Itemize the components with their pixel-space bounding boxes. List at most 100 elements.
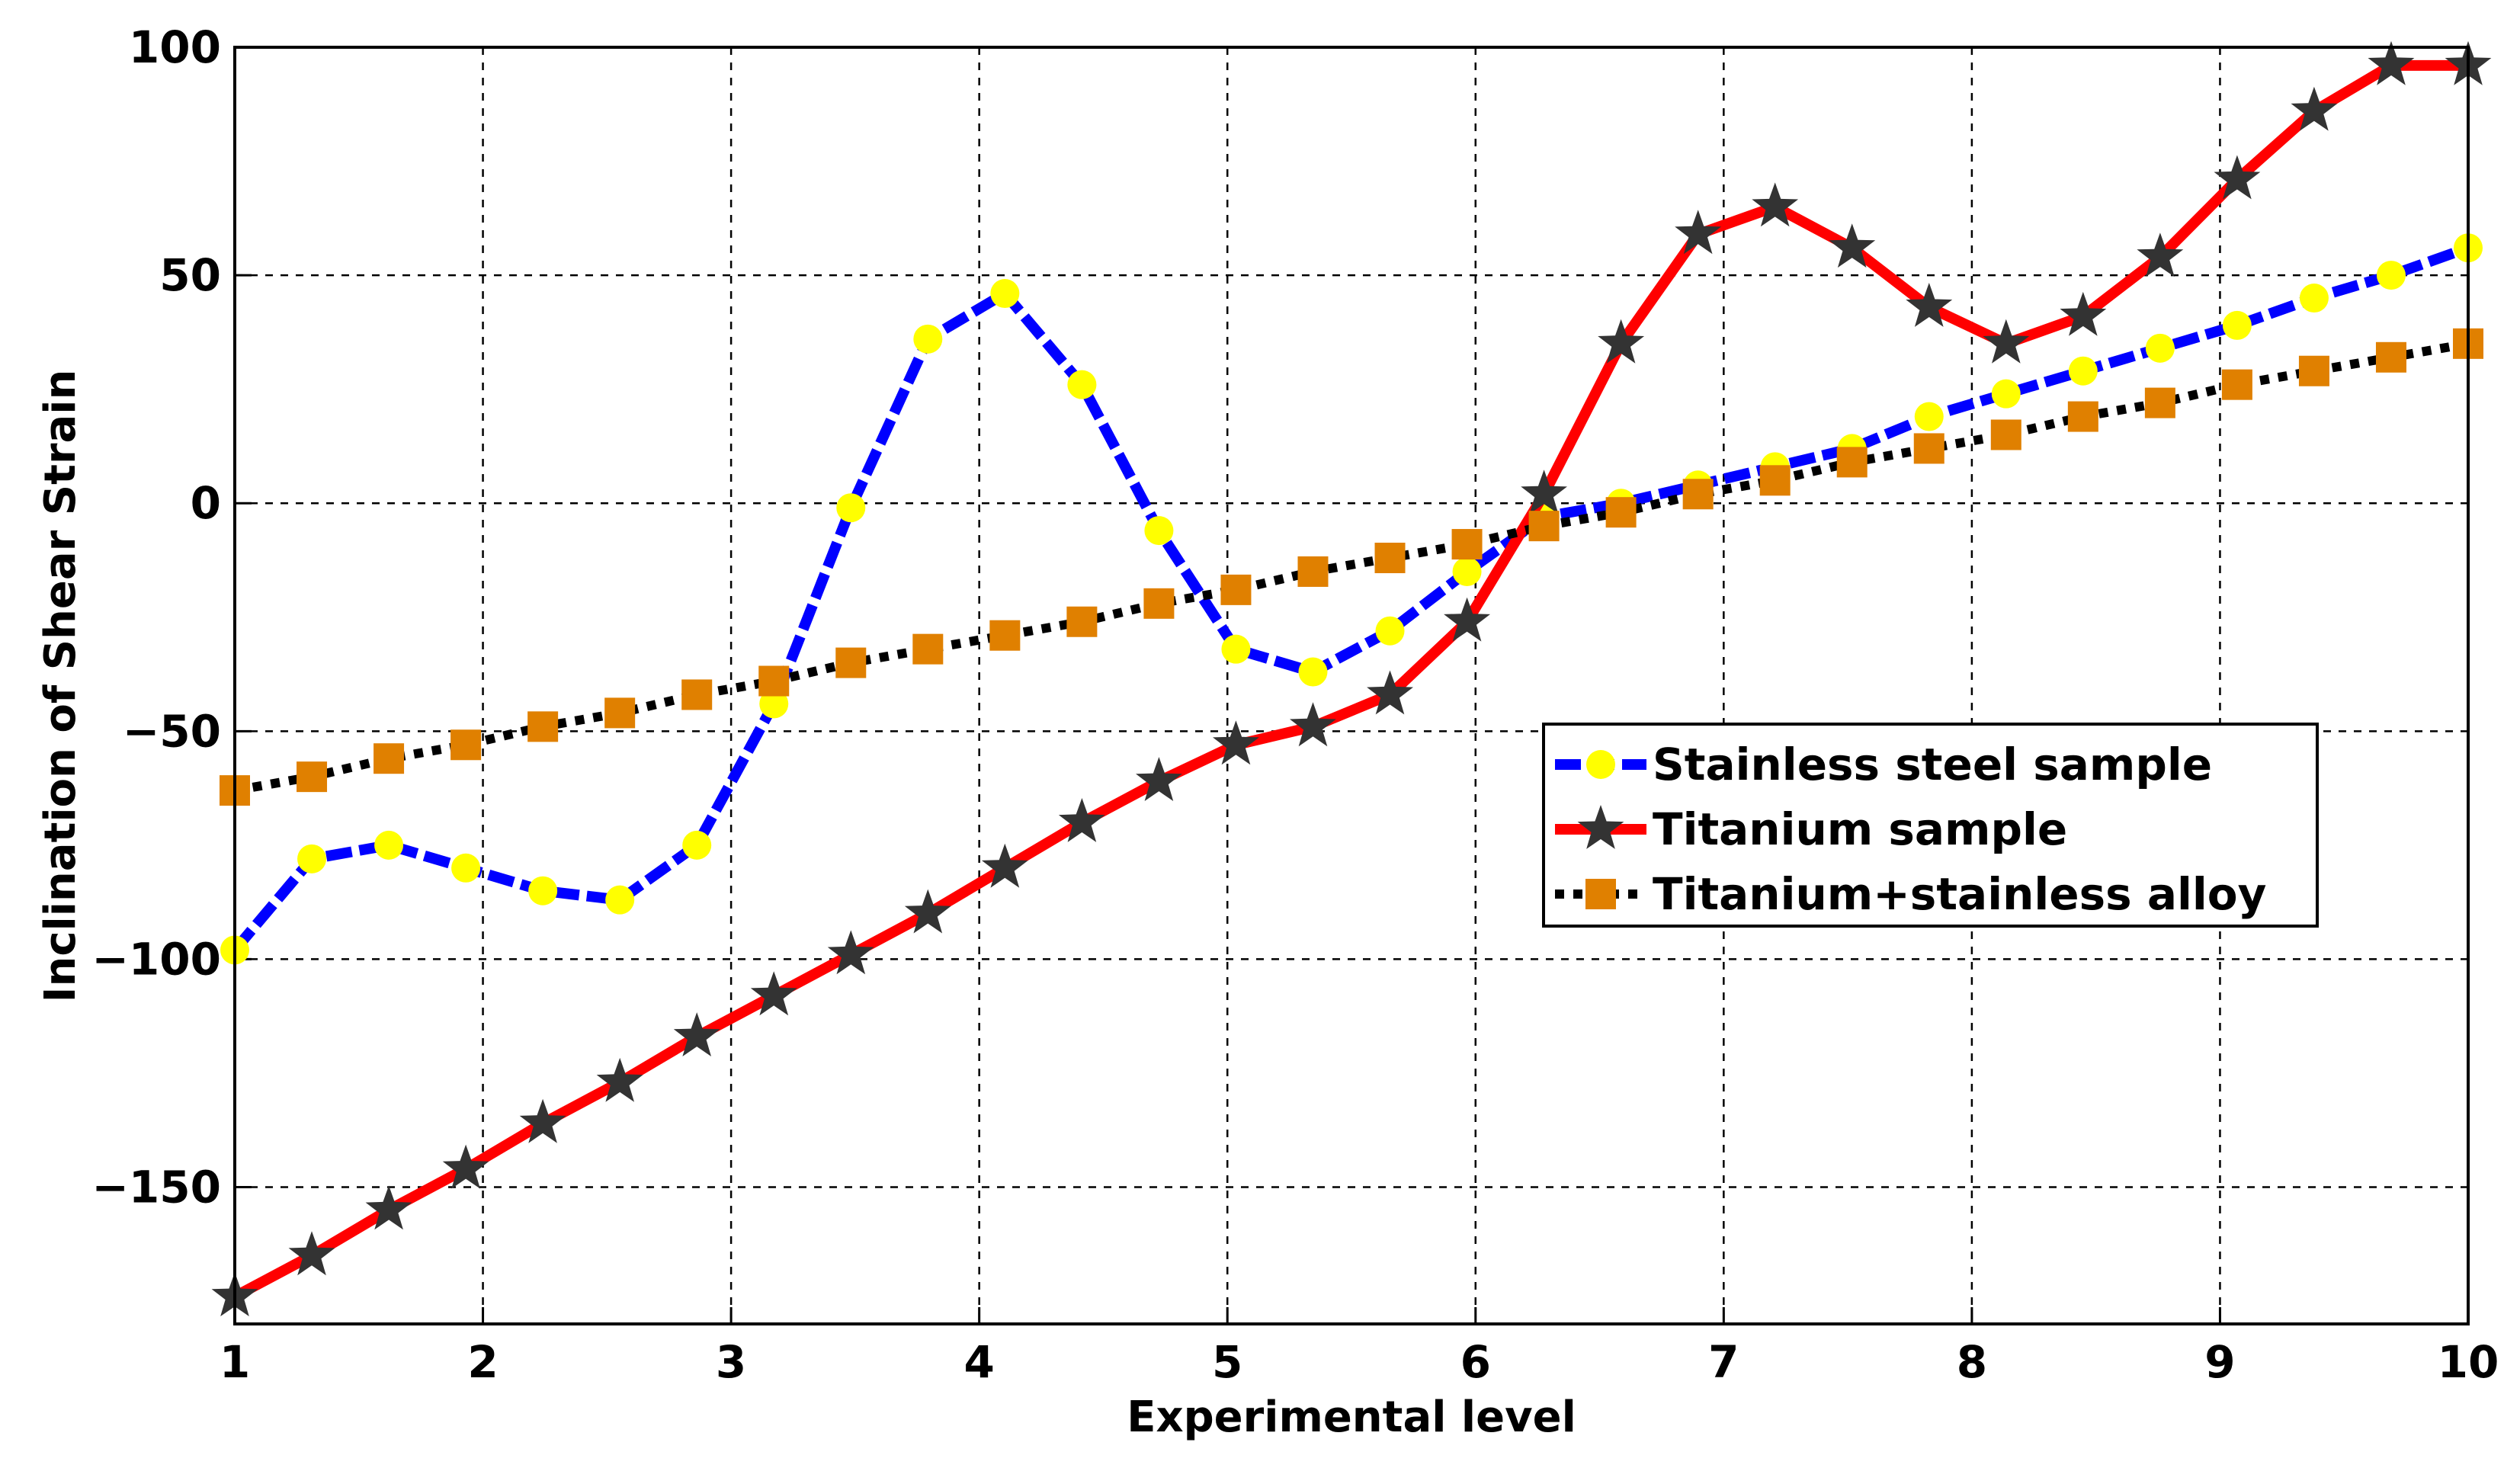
- data-point-titanium: [2291, 86, 2338, 131]
- data-point-stainless-steel: [1298, 657, 1328, 687]
- data-point-titanium: [1752, 182, 1799, 227]
- data-point-titanium-stainless-alloy: [2298, 355, 2329, 386]
- series-titanium-stainless-alloy: [220, 328, 2483, 806]
- x-tick-label: 2: [467, 1336, 498, 1388]
- data-point-stainless-steel: [2145, 333, 2175, 363]
- data-point-stainless-steel: [682, 830, 712, 860]
- data-point-titanium-stainless-alloy: [1759, 465, 1791, 496]
- x-axis-ticks: 1 2 3 4 5 6 7 8 9 10: [220, 1307, 2499, 1388]
- x-tick-label: 6: [1460, 1336, 1491, 1388]
- data-point-stainless-steel: [374, 830, 404, 860]
- data-point-titanium: [1136, 757, 1182, 801]
- data-point-titanium: [2137, 232, 2184, 277]
- data-point-titanium-stainless-alloy: [1605, 497, 1637, 528]
- data-point-stainless-steel: [1991, 379, 2021, 409]
- data-point-titanium-stainless-alloy: [2144, 387, 2175, 418]
- x-tick-label: 1: [220, 1336, 250, 1388]
- y-tick-label: 0: [191, 477, 221, 529]
- y-tick-label: −100: [91, 933, 221, 985]
- data-point-titanium: [2060, 291, 2107, 336]
- data-point-stainless-steel: [759, 689, 789, 719]
- data-point-titanium: [1367, 670, 1413, 715]
- y-tick-label: −150: [91, 1162, 221, 1213]
- data-point-titanium: [365, 1185, 412, 1230]
- data-point-stainless-steel: [297, 844, 327, 873]
- series-line-titanium-stainless-alloy: [233, 338, 2470, 796]
- legend-entries: Stainless steel sample Titanium sample Tit…: [1555, 739, 2266, 920]
- series-line-titanium: [232, 59, 2468, 1302]
- data-point-titanium-stainless-alloy: [450, 729, 482, 761]
- data-point-titanium-stainless-alloy: [2067, 401, 2098, 432]
- y-tick-label: −50: [123, 705, 221, 757]
- data-point-titanium: [750, 971, 797, 1016]
- legend-entry-stainless-steel: Stainless steel sample: [1555, 739, 2212, 790]
- data-point-stainless-steel: [913, 324, 943, 354]
- data-point-stainless-steel: [2376, 261, 2406, 290]
- data-point-titanium-stainless-alloy: [989, 620, 1021, 651]
- y-axis-ticks: −150 −100 −50 0 50 100: [91, 21, 252, 1213]
- data-point-titanium: [1444, 597, 1490, 642]
- plot-frame: [233, 46, 2470, 1325]
- x-tick-label: 7: [1708, 1336, 1739, 1388]
- legend-entry-titanium: Titanium sample: [1555, 803, 2067, 855]
- data-point-titanium-stainless-alloy: [681, 679, 713, 710]
- legend-swatch-marker: [1586, 750, 1615, 779]
- plot-area: [233, 46, 2470, 1325]
- data-point-titanium-stainless-alloy: [758, 665, 790, 697]
- data-point-titanium-stainless-alloy: [2375, 341, 2406, 373]
- data-point-titanium: [827, 930, 874, 975]
- legend-entry-titanium-stainless-alloy: Titanium+stainless alloy: [1555, 868, 2266, 920]
- x-axis-label: Experimental level: [1127, 1393, 1576, 1442]
- data-point-stainless-steel: [1452, 556, 1482, 586]
- x-tick-label: 3: [716, 1336, 746, 1388]
- data-point-titanium: [1829, 223, 1876, 268]
- data-point-titanium-stainless-alloy: [1297, 556, 1329, 587]
- x-tick-label: 5: [1212, 1336, 1242, 1388]
- data-point-titanium-stainless-alloy: [1990, 419, 2021, 450]
- legend-box: [1542, 723, 2319, 928]
- legend-swatch-marker: [1577, 805, 1624, 849]
- y-tick-label: 100: [129, 21, 221, 73]
- data-point-titanium-stainless-alloy: [2221, 369, 2252, 400]
- data-point-stainless-steel: [528, 876, 558, 905]
- data-point-stainless-steel: [990, 279, 1020, 309]
- legend-swatch-marker: [1585, 879, 1616, 909]
- data-point-titanium: [1675, 210, 1722, 255]
- data-point-titanium-stainless-alloy: [1374, 543, 1406, 573]
- data-point-stainless-steel: [836, 493, 866, 523]
- data-point-titanium: [1906, 283, 1953, 327]
- data-point-stainless-steel: [2068, 356, 2098, 386]
- x-tick-label: 10: [2438, 1336, 2499, 1388]
- data-point-stainless-steel: [2299, 284, 2329, 313]
- legend-label: Titanium sample: [1653, 803, 2067, 855]
- legend: Stainless steel sample Titanium sample Tit…: [1542, 723, 2319, 928]
- data-point-stainless-steel: [1375, 616, 1405, 646]
- data-point-titanium-stainless-alloy: [912, 633, 944, 665]
- y-axis-label: Inclination of Shear Strain: [36, 370, 85, 1003]
- data-point-titanium: [1213, 720, 1259, 765]
- data-point-titanium-stainless-alloy: [374, 743, 405, 774]
- data-point-titanium: [596, 1057, 643, 1102]
- data-point-titanium-stainless-alloy: [297, 761, 328, 793]
- data-point-stainless-steel: [605, 885, 635, 915]
- data-point-titanium: [673, 1012, 720, 1056]
- data-point-titanium: [1058, 798, 1105, 842]
- data-point-titanium: [1983, 319, 2030, 364]
- data-point-titanium: [1290, 702, 1336, 747]
- data-point-titanium-stainless-alloy: [604, 697, 636, 729]
- data-point-stainless-steel: [2222, 310, 2252, 340]
- legend-label: Stainless steel sample: [1653, 739, 2212, 790]
- data-point-titanium: [2214, 155, 2261, 200]
- data-point-stainless-steel: [1144, 516, 1174, 546]
- data-point-titanium-stainless-alloy: [1836, 447, 1868, 478]
- data-point-titanium: [1521, 470, 1567, 514]
- data-point-titanium: [2368, 40, 2415, 85]
- data-point-titanium-stainless-alloy: [527, 711, 559, 742]
- data-point-titanium: [904, 889, 951, 934]
- y-tick-label: 50: [159, 249, 221, 301]
- x-tick-label: 8: [1957, 1336, 1987, 1388]
- data-point-titanium: [442, 1144, 489, 1189]
- data-point-titanium-stainless-alloy: [1451, 529, 1483, 560]
- data-point-titanium-stainless-alloy: [1143, 588, 1175, 619]
